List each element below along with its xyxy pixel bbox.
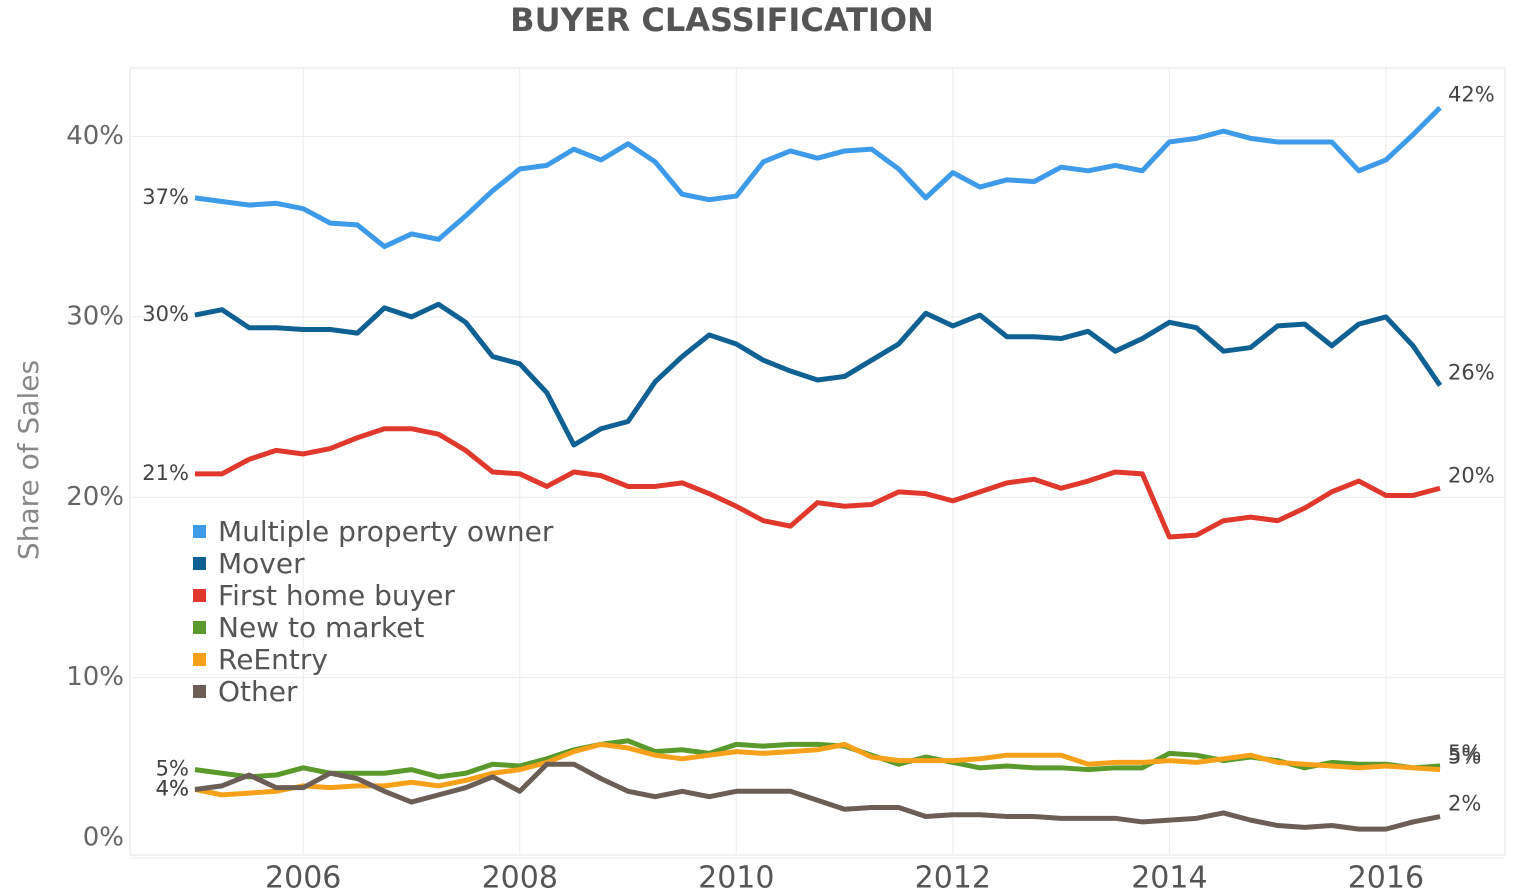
x-tick-label: 2012: [915, 861, 991, 895]
y-tick-label: 0%: [83, 823, 124, 853]
y-axis-title: Share of Sales: [12, 360, 45, 560]
y-tick-label: 10%: [66, 662, 124, 692]
value-label: 4%: [156, 776, 189, 800]
legend-swatch: [193, 589, 206, 602]
value-label: 26%: [1448, 360, 1495, 384]
legend-label: New to market: [218, 611, 424, 644]
value-label: 4%: [156, 776, 189, 800]
y-tick-label: 20%: [66, 482, 124, 512]
legend-label: ReEntry: [218, 643, 328, 676]
x-tick-label: 2010: [698, 861, 774, 895]
value-label: 5%: [1448, 741, 1481, 765]
series-line: [194, 741, 1441, 798]
legend-label: Other: [218, 675, 298, 708]
legend-swatch: [193, 557, 206, 570]
plot-frame: [129, 67, 1506, 856]
value-label: 20%: [1448, 463, 1495, 487]
series-line: [194, 105, 1442, 250]
series-line: [194, 738, 1441, 780]
y-tick-label: 40%: [66, 121, 124, 151]
legend-swatch: [193, 685, 206, 698]
legend-label: Multiple property owner: [218, 515, 554, 548]
series-line: [194, 301, 1443, 448]
series-line: [194, 761, 1441, 832]
x-tick-label: 2016: [1348, 861, 1424, 895]
value-label: 21%: [142, 461, 189, 485]
value-label: 42%: [1448, 83, 1495, 107]
legend-swatch: [193, 621, 206, 634]
value-label: 5%: [156, 757, 189, 781]
value-label: 30%: [142, 302, 189, 326]
x-tick-label: 2014: [1131, 861, 1207, 895]
value-label: 37%: [142, 185, 189, 209]
value-label: 5%: [1448, 745, 1481, 769]
legend-label: First home buyer: [218, 579, 455, 612]
x-tick-label: 2008: [482, 861, 558, 895]
legend-swatch: [193, 525, 206, 538]
value-label: 2%: [1448, 792, 1481, 816]
y-tick-label: 30%: [66, 301, 124, 331]
chart-title: BUYER CLASSIFICATION: [510, 1, 934, 39]
legend-label: Mover: [218, 547, 305, 580]
x-tick-label: 2006: [265, 861, 341, 895]
series-line: [194, 426, 1441, 540]
legend-swatch: [193, 653, 206, 666]
